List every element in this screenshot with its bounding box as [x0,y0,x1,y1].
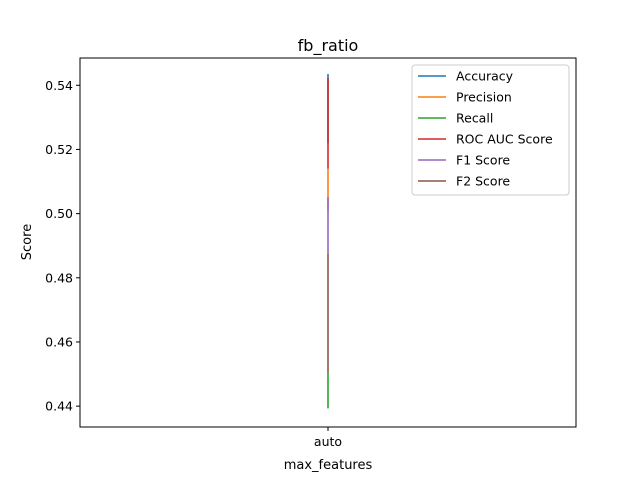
chart-title: fb_ratio [298,36,359,56]
x-axis-label: max_features [284,458,373,473]
legend-label-precision: Precision [456,90,512,105]
legend-label-f2-score: F2 Score [456,174,510,189]
y-tick-label: 0.52 [45,142,73,157]
y-tick-label: 0.46 [45,334,73,349]
y-tick-label: 0.44 [45,399,73,414]
legend-label-f1-score: F1 Score [456,153,510,168]
y-axis-label: Score [20,224,35,260]
y-axis-ticks: 0.44 0.46 0.48 0.50 0.52 0.54 [45,78,80,414]
x-tick-label: auto [314,434,342,449]
y-tick-label: 0.48 [45,270,73,285]
y-tick-label: 0.50 [45,206,73,221]
legend-box [411,64,570,196]
legend-label-roc-auc-score: ROC AUC Score [456,132,553,147]
legend-label-recall: Recall [456,111,493,126]
y-tick-label: 0.54 [45,78,73,93]
legend: Accuracy Precision Recall ROC AUC Score F1 S… [411,64,570,196]
legend-label-accuracy: Accuracy [456,69,514,84]
x-axis-ticks: auto [314,427,342,449]
